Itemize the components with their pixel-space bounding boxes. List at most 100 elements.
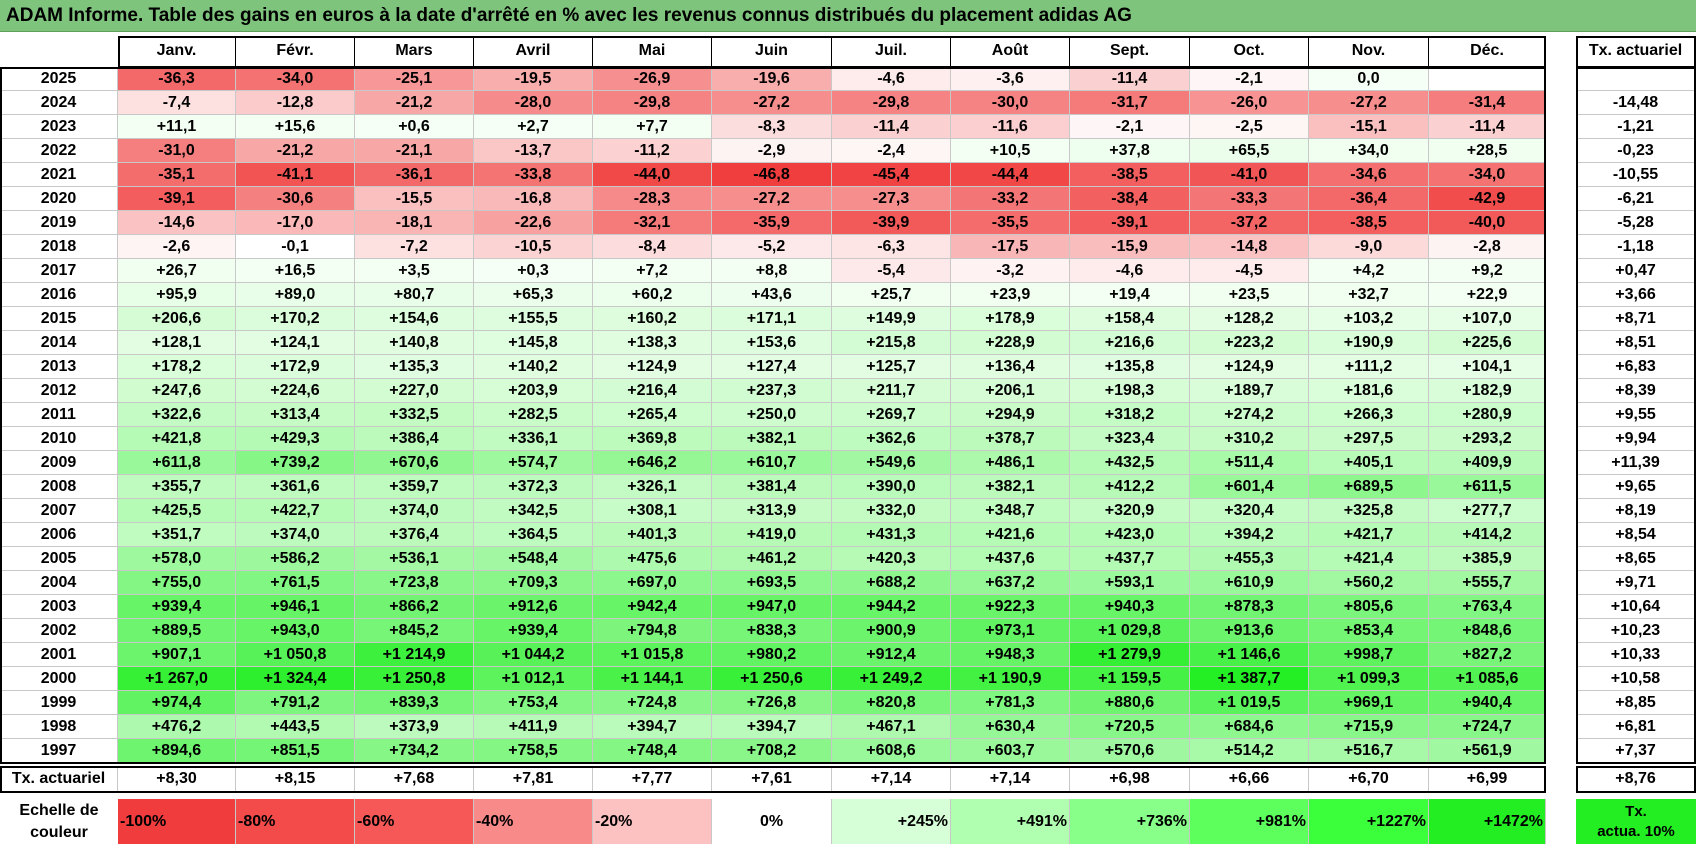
actuarial-cell[interactable]: +8,19 [1576, 499, 1696, 523]
table-cell[interactable]: +709,3 [474, 571, 593, 595]
table-cell[interactable]: +124,9 [593, 355, 712, 379]
table-cell[interactable]: -34,0 [236, 67, 355, 91]
table-cell[interactable]: +128,1 [118, 331, 236, 355]
table-cell[interactable]: -18,1 [355, 211, 474, 235]
table-cell[interactable]: +140,8 [355, 331, 474, 355]
table-cell[interactable]: +432,5 [1070, 451, 1190, 475]
table-cell[interactable]: +0,3 [474, 259, 593, 283]
table-cell[interactable]: +394,7 [712, 715, 832, 739]
table-cell[interactable]: -13,7 [474, 139, 593, 163]
actuarial-cell[interactable]: +8,51 [1576, 331, 1696, 355]
table-cell[interactable]: +411,9 [474, 715, 593, 739]
table-cell[interactable]: +266,3 [1309, 403, 1429, 427]
table-cell[interactable]: +401,3 [593, 523, 712, 547]
table-cell[interactable]: +561,9 [1429, 739, 1546, 763]
table-cell[interactable]: -16,8 [474, 187, 593, 211]
table-cell[interactable]: +373,9 [355, 715, 474, 739]
table-cell[interactable]: -2,4 [832, 139, 951, 163]
table-cell[interactable]: +178,2 [118, 355, 236, 379]
table-cell[interactable]: +369,8 [593, 427, 712, 451]
table-cell[interactable]: +414,2 [1429, 523, 1546, 547]
table-cell[interactable]: +601,4 [1190, 475, 1309, 499]
table-cell[interactable]: +342,5 [474, 499, 593, 523]
table-cell[interactable]: +1 267,0 [118, 667, 236, 691]
table-cell[interactable]: -14,8 [1190, 235, 1309, 259]
table-cell[interactable]: +336,1 [474, 427, 593, 451]
actuarial-cell[interactable]: +10,33 [1576, 643, 1696, 667]
table-cell[interactable]: -2,8 [1429, 235, 1546, 259]
table-cell[interactable]: +637,2 [951, 571, 1070, 595]
actuarial-cell[interactable]: +8,54 [1576, 523, 1696, 547]
table-cell[interactable]: +939,4 [118, 595, 236, 619]
table-cell[interactable]: +153,6 [712, 331, 832, 355]
table-cell[interactable]: -38,5 [1309, 211, 1429, 235]
table-cell[interactable]: +155,5 [474, 307, 593, 331]
table-cell[interactable]: +1 044,2 [474, 643, 593, 667]
table-cell[interactable]: +224,6 [236, 379, 355, 403]
table-cell[interactable]: +1 249,2 [832, 667, 951, 691]
table-cell[interactable]: +361,6 [236, 475, 355, 499]
table-cell[interactable]: +922,3 [951, 595, 1070, 619]
table-cell[interactable]: +198,3 [1070, 379, 1190, 403]
actuarial-cell[interactable]: +10,23 [1576, 619, 1696, 643]
table-cell[interactable]: +189,7 [1190, 379, 1309, 403]
table-cell[interactable]: +845,2 [355, 619, 474, 643]
table-cell[interactable]: +23,9 [951, 283, 1070, 307]
table-cell[interactable]: +586,2 [236, 547, 355, 571]
table-cell[interactable]: +630,4 [951, 715, 1070, 739]
table-cell[interactable]: -35,1 [118, 163, 236, 187]
table-cell[interactable]: -3,2 [951, 259, 1070, 283]
table-cell[interactable]: -30,6 [236, 187, 355, 211]
table-cell[interactable]: +145,8 [474, 331, 593, 355]
table-cell[interactable]: +382,1 [951, 475, 1070, 499]
footer-cell[interactable]: +7,61 [712, 766, 832, 792]
table-cell[interactable]: +419,0 [712, 523, 832, 547]
table-cell[interactable]: -3,6 [951, 67, 1070, 91]
footer-total[interactable]: +8,76 [1576, 766, 1696, 792]
table-cell[interactable]: +104,1 [1429, 355, 1546, 379]
table-cell[interactable] [1429, 67, 1546, 91]
table-cell[interactable]: +1 190,9 [951, 667, 1070, 691]
table-cell[interactable]: +225,6 [1429, 331, 1546, 355]
table-cell[interactable]: +1 279,9 [1070, 643, 1190, 667]
footer-cell[interactable]: +6,98 [1070, 766, 1190, 792]
table-cell[interactable]: +216,6 [1070, 331, 1190, 355]
table-cell[interactable]: +9,2 [1429, 259, 1546, 283]
table-cell[interactable]: +689,5 [1309, 475, 1429, 499]
table-cell[interactable]: +332,5 [355, 403, 474, 427]
table-cell[interactable]: +318,2 [1070, 403, 1190, 427]
table-cell[interactable]: +1 029,8 [1070, 619, 1190, 643]
table-cell[interactable]: +374,0 [355, 499, 474, 523]
table-cell[interactable]: +294,9 [951, 403, 1070, 427]
actuarial-cell[interactable]: -0,23 [1576, 139, 1696, 163]
table-cell[interactable]: -44,0 [593, 163, 712, 187]
table-cell[interactable]: +1 015,8 [593, 643, 712, 667]
table-cell[interactable]: +429,3 [236, 427, 355, 451]
table-cell[interactable]: +781,3 [951, 691, 1070, 715]
table-cell[interactable]: -26,0 [1190, 91, 1309, 115]
table-cell[interactable]: +940,4 [1429, 691, 1546, 715]
table-cell[interactable]: +476,2 [118, 715, 236, 739]
table-cell[interactable]: -35,5 [951, 211, 1070, 235]
table-cell[interactable]: +969,1 [1309, 691, 1429, 715]
actuarial-cell[interactable]: +6,81 [1576, 715, 1696, 739]
table-cell[interactable]: +748,4 [593, 739, 712, 763]
table-cell[interactable]: +1 146,6 [1190, 643, 1309, 667]
footer-cell[interactable]: +7,77 [593, 766, 712, 792]
table-cell[interactable]: +124,9 [1190, 355, 1309, 379]
table-cell[interactable]: +322,6 [118, 403, 236, 427]
table-cell[interactable]: -11,4 [832, 115, 951, 139]
table-cell[interactable]: -5,4 [832, 259, 951, 283]
table-cell[interactable]: -31,0 [118, 139, 236, 163]
table-cell[interactable]: +939,4 [474, 619, 593, 643]
table-cell[interactable]: -25,1 [355, 67, 474, 91]
table-cell[interactable]: +326,1 [593, 475, 712, 499]
table-cell[interactable]: +381,4 [712, 475, 832, 499]
table-cell[interactable]: +228,9 [951, 331, 1070, 355]
table-cell[interactable]: +374,0 [236, 523, 355, 547]
table-cell[interactable]: +60,2 [593, 283, 712, 307]
table-cell[interactable]: +511,4 [1190, 451, 1309, 475]
table-cell[interactable]: +422,7 [236, 499, 355, 523]
table-cell[interactable]: -46,8 [712, 163, 832, 187]
table-cell[interactable]: -31,4 [1429, 91, 1546, 115]
